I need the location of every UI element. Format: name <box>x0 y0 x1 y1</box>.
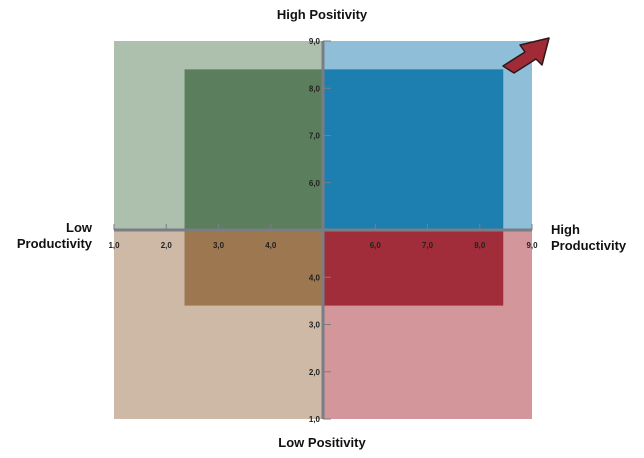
y-tick-label: 6,0 <box>309 179 321 188</box>
arrow-up-right-icon <box>502 37 550 74</box>
x-tick-label: 7,0 <box>422 241 434 250</box>
quadrant-bottom-right-inner <box>323 230 504 306</box>
y-tick-label: 1,0 <box>309 415 321 424</box>
axes-layer: 1,0 2,0 3,0 4,0 6,0 7,0 8,0 9,0 1,0 2,0 3,0 4,0 6,0 7… <box>108 37 538 424</box>
y-tick-label: 2,0 <box>309 368 321 377</box>
x-tick-label: 9,0 <box>526 241 538 250</box>
x-tick-label: 8,0 <box>474 241 486 250</box>
label-high-productivity: High Productivity <box>551 222 641 254</box>
arrow-shape <box>502 37 550 74</box>
label-high-productivity-line1: High <box>551 222 580 237</box>
quadrants-layer <box>114 41 532 419</box>
x-tick-label: 1,0 <box>108 241 120 250</box>
label-low-productivity: Low Productivity <box>4 220 92 252</box>
label-low-productivity-line2: Productivity <box>16 236 92 251</box>
y-tick-label: 8,0 <box>309 84 321 93</box>
y-tick-label: 7,0 <box>309 132 321 141</box>
y-tick-label: 4,0 <box>309 273 321 282</box>
y-tick-label: 3,0 <box>309 321 321 330</box>
y-tick-label: 9,0 <box>309 37 321 46</box>
label-high-productivity-line2: Productivity <box>551 238 627 253</box>
quadrant-top-right-inner <box>323 69 504 230</box>
label-high-positivity: High Positivity <box>276 7 368 22</box>
x-tick-label: 4,0 <box>265 241 277 250</box>
label-low-productivity-line1: Low <box>66 220 92 235</box>
quadrant-bottom-left-inner <box>184 230 323 306</box>
x-tick-label: 3,0 <box>213 241 225 250</box>
x-tick-label: 6,0 <box>370 241 382 250</box>
x-tick-label: 2,0 <box>161 241 173 250</box>
label-low-positivity: Low Positivity <box>278 435 366 450</box>
quadrant-top-left-inner <box>184 69 323 230</box>
